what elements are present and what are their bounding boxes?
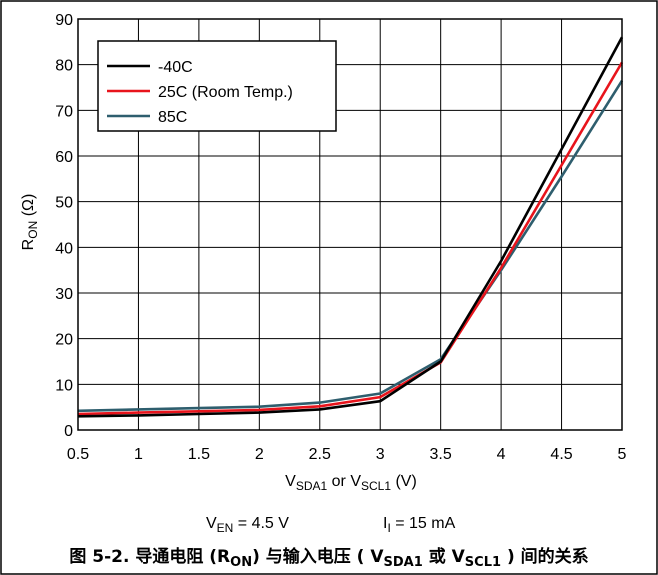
x-tick-label: 1.5 bbox=[188, 446, 210, 463]
figure-caption: 图 5-2. 导通电阻 (RON) 与输入电压 ( VSDA1 或 VSCL1 … bbox=[69, 546, 588, 570]
y-tick-label: 40 bbox=[55, 240, 73, 257]
y-tick-label: 30 bbox=[55, 286, 73, 303]
x-tick-label: 3 bbox=[376, 446, 385, 463]
y-tick-label: 20 bbox=[55, 332, 73, 349]
y-tick-label: 10 bbox=[55, 377, 73, 394]
x-tick-label: 5 bbox=[618, 446, 627, 463]
y-tick-label: 0 bbox=[64, 423, 73, 440]
series-line--40c bbox=[77, 36, 624, 418]
legend-label: 25C (Room Temp.) bbox=[158, 84, 293, 101]
plot-frame bbox=[77, 18, 623, 431]
x-tick-label: 2.5 bbox=[309, 446, 331, 463]
legend: -40C 25C (Room Temp.) 85C bbox=[97, 40, 337, 132]
y-axis-label: RON (Ω) bbox=[20, 194, 40, 251]
legend-label: 85C bbox=[158, 109, 187, 126]
legend-label: -40C bbox=[158, 59, 193, 76]
plot-area: 0.5 1 1.5 2 2.5 3 3.5 4 4.5 5 0 10 20 30 40 50 60 70 80 90 bbox=[55, 12, 626, 463]
x-axis-label: VSDA1 or VSCL1 (V) bbox=[285, 473, 417, 493]
x-tick-label: 1 bbox=[134, 446, 143, 463]
series-line-85c bbox=[77, 80, 624, 413]
y-tick-label: 50 bbox=[55, 195, 73, 212]
series-lines bbox=[77, 36, 624, 418]
y-tick-label: 60 bbox=[55, 149, 73, 166]
x-tick-label: 0.5 bbox=[67, 446, 89, 463]
condition-ven: VEN = 4.5 V bbox=[206, 515, 289, 535]
x-tick-label: 4.5 bbox=[550, 446, 572, 463]
y-tick-label: 90 bbox=[55, 12, 73, 29]
x-tick-label: 2 bbox=[255, 446, 264, 463]
series-line-25c-room-temp- bbox=[77, 61, 624, 416]
y-tick-label: 70 bbox=[55, 103, 73, 120]
x-tick-labels: 0.5 1 1.5 2 2.5 3 3.5 4 4.5 5 bbox=[67, 446, 627, 463]
y-tick-labels: 0 10 20 30 40 50 60 70 80 90 bbox=[55, 12, 73, 440]
legend-items: -40C 25C (Room Temp.) 85C bbox=[107, 59, 293, 126]
condition-il: II = 15 mA bbox=[383, 515, 456, 535]
y-tick-label: 80 bbox=[55, 58, 73, 75]
x-tick-label: 4 bbox=[497, 446, 506, 463]
x-tick-label: 3.5 bbox=[430, 446, 452, 463]
